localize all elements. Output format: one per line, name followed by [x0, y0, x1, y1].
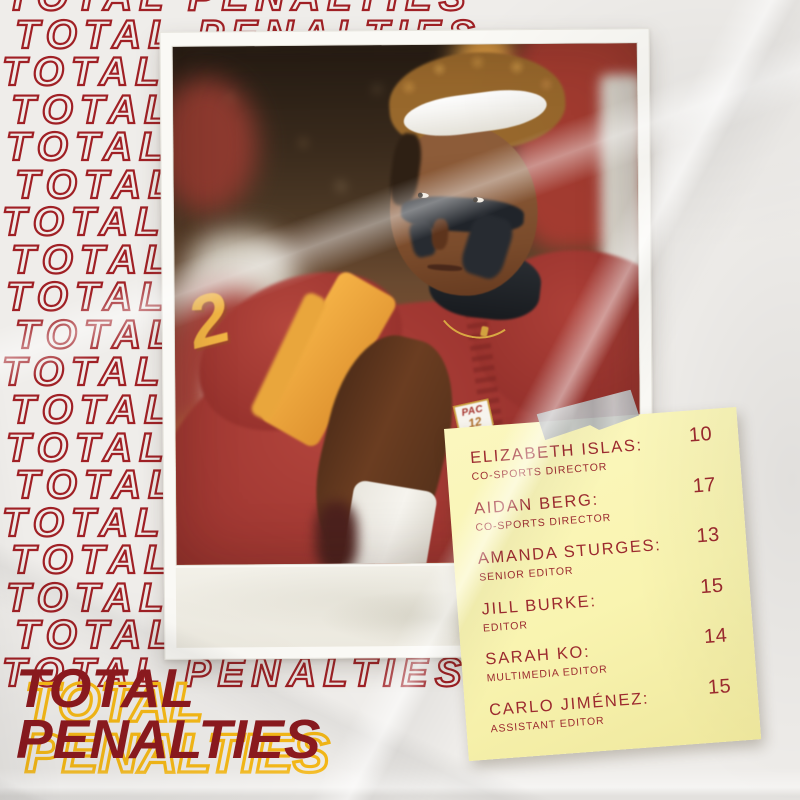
note-entry: ELIZABETH ISLAS: 10 CO-SPORTS DIRECTOR	[470, 423, 717, 484]
note-entry-value: 10	[688, 422, 713, 447]
note-entry: SARAH KO: 14 MULTIMEDIA EDITOR	[485, 624, 732, 685]
note-entry: CARLO JIMÉNEZ: 15 ASSISTANT EDITOR	[488, 675, 735, 736]
note-entry: JILL BURKE: 15 EDITOR	[481, 574, 728, 635]
sticky-note: ELIZABETH ISLAS: 10 CO-SPORTS DIRECTOR A…	[444, 407, 762, 762]
note-entry-value: 17	[691, 473, 717, 497]
note-entry: AIDAN BERG: 17 CO-SPORTS DIRECTOR	[473, 473, 720, 534]
note-entry-value: 14	[703, 624, 729, 649]
title-line1: TOTAL	[16, 657, 195, 719]
page-title: TOTAL PENALTIES	[16, 657, 321, 770]
title-line2: PENALTIES	[16, 708, 321, 770]
note-entry: AMANDA STURGES: 13 SENIOR EDITOR	[477, 524, 724, 584]
note-entry-value: 15	[707, 674, 732, 699]
note-entry-value: 15	[699, 574, 725, 598]
note-entry-value: 13	[695, 523, 721, 548]
